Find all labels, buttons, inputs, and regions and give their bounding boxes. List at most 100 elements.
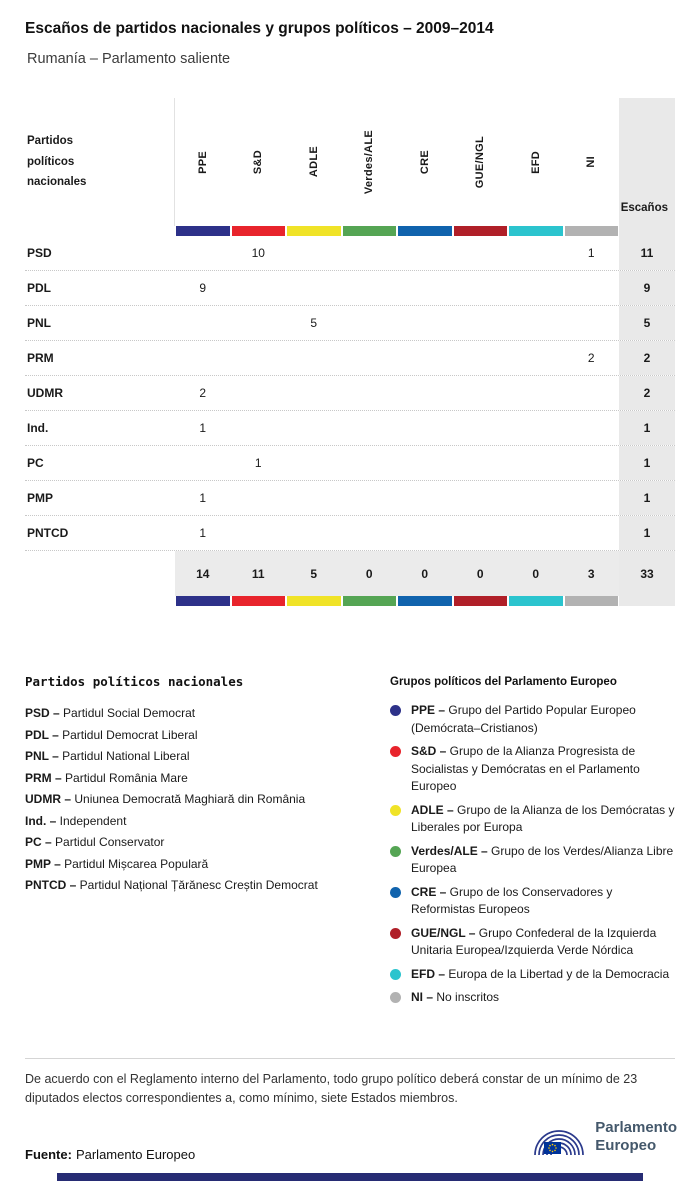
cell-3-CRE bbox=[397, 341, 453, 375]
group-legend: Grupos políticos del Parlamento Europeo … bbox=[390, 674, 675, 1013]
column-header-label: Verdes/ALE bbox=[363, 129, 376, 195]
party-abbr: PRM – bbox=[25, 770, 62, 785]
party-label: PRM bbox=[27, 351, 54, 365]
group-abbr: PPE – bbox=[411, 703, 446, 717]
bar-cell-PPE bbox=[175, 596, 231, 606]
cell-4-CRE bbox=[397, 376, 453, 410]
column-header-label: EFD bbox=[529, 150, 542, 174]
cell-1-NI bbox=[564, 271, 620, 305]
group-legend-text: PPE – Grupo del Partido Popular Europeo … bbox=[411, 703, 636, 735]
column-header-SD: S&D bbox=[231, 98, 287, 226]
cell-1-CRE bbox=[397, 271, 453, 305]
cell-2-PPE bbox=[175, 306, 231, 340]
column-header-CRE: CRE bbox=[397, 98, 453, 226]
cell-4-ADLE bbox=[286, 376, 342, 410]
bar-cell-PPE bbox=[175, 226, 231, 236]
party-legend-item: PNL – Partidul National Liberal bbox=[25, 749, 190, 763]
page-content: Escaños de partidos nacionales y grupos … bbox=[0, 20, 700, 1013]
cell-7-EFD bbox=[508, 481, 564, 515]
table-row: PSD 10 1 11 bbox=[25, 236, 675, 271]
party-label: PC bbox=[27, 456, 44, 470]
cell-8-ADLE bbox=[286, 516, 342, 550]
party-abbr: Ind. – bbox=[25, 813, 57, 828]
party-abbr: PMP – bbox=[25, 856, 61, 871]
table-row: PDL 9 9 bbox=[25, 271, 675, 306]
seats-cell: 2 bbox=[619, 341, 675, 375]
total-NI: 3 bbox=[563, 551, 619, 596]
total-CRE: 0 bbox=[397, 551, 453, 596]
group-legend-list: PPE – Grupo del Partido Popular Europeo … bbox=[390, 702, 675, 1007]
table-row: Ind. 1 1 bbox=[25, 411, 675, 446]
table-row: PNL 5 5 bbox=[25, 306, 675, 341]
seats-cell: 1 bbox=[619, 446, 675, 480]
party-legend-item: PRM – Partidul România Mare bbox=[25, 770, 188, 785]
cell-8-PPE: 1 bbox=[199, 526, 207, 540]
ep-logo-wordmark: Parlamento Europeo bbox=[595, 1119, 677, 1155]
cell-6-ADLE bbox=[286, 446, 342, 480]
cell-7-PPE: 1 bbox=[199, 491, 207, 505]
total-GUENGL: 0 bbox=[452, 551, 508, 596]
bar-cell-SD bbox=[231, 596, 287, 606]
bar-row-seats-bg bbox=[619, 596, 675, 606]
cell-6-CRE bbox=[397, 446, 453, 480]
group-legend-text: NI – No inscritos bbox=[411, 990, 500, 1004]
group-legend-text: CRE – Grupo de los Conservadores y Refor… bbox=[411, 884, 613, 917]
group-color-dot-VerdesALE bbox=[390, 845, 401, 857]
cell-7-NI bbox=[564, 481, 620, 515]
cell-1-GUENGL bbox=[453, 271, 509, 305]
column-header-EFD: EFD bbox=[508, 98, 564, 226]
ep-logo-line1: Parlamento bbox=[595, 1119, 677, 1136]
cell-6-GUENGL bbox=[453, 446, 509, 480]
bar-cell-GUENGL bbox=[453, 226, 509, 236]
cell-2-EFD bbox=[508, 306, 564, 340]
cell-4-EFD bbox=[508, 376, 564, 410]
group-color-bar-VerdesALE bbox=[342, 596, 396, 606]
group-legend-item: Verdes/ALE – Grupo de los Verdes/Alianza… bbox=[390, 843, 675, 878]
group-color-bar-PPE bbox=[176, 226, 230, 236]
group-legend-item: ADLE – Grupo de la Alianza de los Demócr… bbox=[390, 802, 675, 837]
source-label: Fuente: bbox=[25, 1147, 72, 1162]
group-legend-text: S&D – Grupo de la Alianza Progresista de… bbox=[411, 744, 640, 793]
bar-row-seats-bg bbox=[619, 226, 675, 236]
group-color-bar-SD bbox=[231, 226, 285, 236]
cell-1-VerdesALE bbox=[342, 271, 398, 305]
parlamento-europeo-logo: Parlamento Europeo bbox=[533, 1116, 677, 1158]
cell-5-GUENGL bbox=[453, 411, 509, 445]
party-label: UDMR bbox=[27, 386, 63, 400]
bar-cell-SD bbox=[231, 226, 287, 236]
group-color-bar-row-bottom bbox=[25, 596, 675, 606]
cell-4-VerdesALE bbox=[342, 376, 398, 410]
cell-6-VerdesALE bbox=[342, 446, 398, 480]
group-color-bar-NI bbox=[564, 226, 618, 236]
group-color-bar-ADLE bbox=[287, 596, 341, 606]
source-value: Parlamento Europeo bbox=[75, 1147, 196, 1162]
group-legend-item: EFD – Europa de la Libertad y de la Demo… bbox=[390, 966, 675, 984]
group-color-bar-GUENGL bbox=[453, 596, 507, 606]
seats-cell: 1 bbox=[619, 481, 675, 515]
cell-0-PPE bbox=[175, 236, 231, 270]
group-color-bar-NI bbox=[564, 596, 618, 606]
group-abbr: S&D – bbox=[411, 744, 447, 758]
bar-cell-EFD bbox=[508, 596, 564, 606]
table-row: PRM 2 2 bbox=[25, 341, 675, 376]
group-abbr: GUE/NGL – bbox=[411, 925, 476, 940]
party-abbr: UDMR – bbox=[25, 792, 72, 806]
bar-cell-ADLE bbox=[286, 596, 342, 606]
party-legend-heading: Partidos políticos nacionales bbox=[25, 674, 244, 689]
table-row: PC 1 1 bbox=[25, 446, 675, 481]
column-header-NI: NI bbox=[564, 98, 620, 226]
cell-5-ADLE bbox=[286, 411, 342, 445]
table-totals-row: 14 11 5 0 0 0 0 3 33 bbox=[25, 551, 675, 596]
cell-7-ADLE bbox=[286, 481, 342, 515]
group-color-bar-VerdesALE bbox=[342, 226, 396, 236]
cell-7-CRE bbox=[397, 481, 453, 515]
cell-3-VerdesALE bbox=[342, 341, 398, 375]
party-abbr: PDL – bbox=[25, 727, 59, 742]
cell-8-GUENGL bbox=[453, 516, 509, 550]
cell-8-VerdesALE bbox=[342, 516, 398, 550]
group-legend-text: Verdes/ALE – Grupo de los Verdes/Alianza… bbox=[411, 843, 674, 876]
cell-2-SD bbox=[231, 306, 287, 340]
group-abbr: CRE – bbox=[411, 884, 447, 899]
seats-cell: 5 bbox=[619, 306, 675, 340]
cell-4-PPE: 2 bbox=[199, 386, 207, 400]
